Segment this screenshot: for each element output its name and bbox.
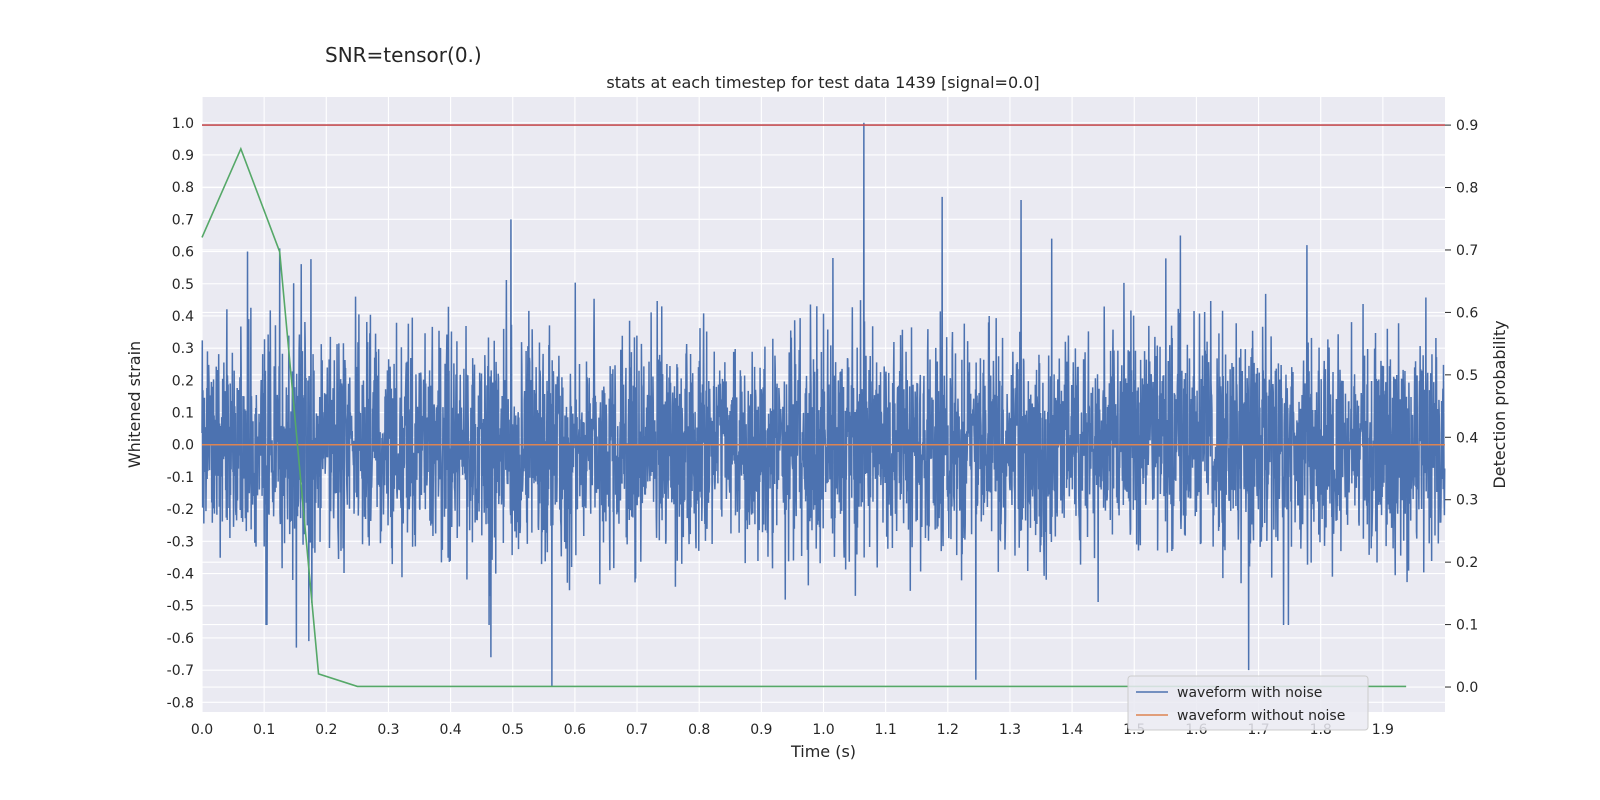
y2-tick-label: 0.5	[1456, 368, 1478, 384]
y2-axis-label: Detection probability	[1490, 320, 1509, 488]
chart-title: stats at each timestep for test data 143…	[606, 73, 1039, 92]
x-tick-label: 0.5	[502, 722, 524, 738]
y2-tick-label: 0.3	[1456, 493, 1478, 509]
x-tick-label: 1.1	[875, 722, 897, 738]
legend-entry-noise: waveform with noise	[1177, 685, 1322, 701]
y-tick-label: -0.8	[167, 695, 194, 711]
y-tick-label: -0.7	[167, 663, 194, 679]
x-tick-label: 0.1	[253, 722, 275, 738]
y-tick-label: 0.9	[172, 148, 194, 164]
x-tick-label: 1.4	[1061, 722, 1083, 738]
legend-box	[1127, 675, 1369, 731]
y-tick-label: 0.7	[172, 212, 194, 228]
x-tick-label: 0.7	[626, 722, 648, 738]
y2-tick-label: 0.8	[1456, 181, 1478, 197]
y-tick-label: 0.2	[172, 373, 194, 389]
y-tick-label: -0.4	[167, 567, 194, 583]
x-tick-label: 1.3	[999, 722, 1021, 738]
y2-tick-label: 0.1	[1456, 618, 1478, 634]
series-noisy-waveform	[201, 122, 1446, 687]
x-axis-label: Time (s)	[790, 742, 856, 761]
legend: waveform with noise waveform without noi…	[1127, 675, 1369, 731]
x-tick-label: 1.9	[1372, 722, 1394, 738]
x-tick-label: 0.0	[191, 722, 213, 738]
y2-tick-label: 0.6	[1456, 305, 1478, 321]
y2-tick-label: 0.9	[1456, 118, 1478, 134]
y-tick-label: -0.5	[167, 599, 194, 615]
y-tick-label: -0.3	[167, 534, 194, 550]
y-tick-label: -0.2	[167, 502, 194, 518]
x-tick-label: 0.2	[315, 722, 337, 738]
y-tick-label: 0.0	[172, 438, 194, 454]
x-tick-label: 0.9	[750, 722, 772, 738]
y-tick-label: 0.4	[172, 309, 194, 325]
y-tick-labels: 1.0 0.9 0.8 0.7 0.6 0.5 0.4 0.3 0.2 0.1 0.0 -0.1 -0.…	[167, 116, 194, 712]
y-tick-label: 0.6	[172, 245, 194, 261]
y2-tick-label: 0.2	[1456, 555, 1478, 571]
legend-entry-clean: waveform without noise	[1177, 708, 1345, 724]
y-tick-label: 0.3	[172, 341, 194, 357]
x-tick-label: 0.6	[564, 722, 586, 738]
y2-tick-label: 0.0	[1456, 680, 1478, 696]
x-tick-label: 0.8	[688, 722, 710, 738]
y-tick-label: 0.1	[172, 406, 194, 422]
y2-tick-label: 0.7	[1456, 243, 1478, 259]
chart-suptitle: SNR=tensor(0.)	[325, 43, 482, 67]
y-tick-label: -0.6	[167, 631, 194, 647]
y2-tick-label: 0.4	[1456, 430, 1478, 446]
y-tick-label: 1.0	[172, 116, 194, 132]
x-tick-label: 1.2	[937, 722, 959, 738]
y-tick-label: 0.8	[172, 180, 194, 196]
x-tick-label: 0.3	[377, 722, 399, 738]
x-tick-label: 0.4	[439, 722, 461, 738]
x-tick-label: 1.0	[812, 722, 834, 738]
y2-tick-labels: 0.9 0.8 0.7 0.6 0.5 0.4 0.3 0.2 0.1 0.0	[1445, 118, 1478, 696]
y-axis-label: Whitened strain	[125, 341, 144, 468]
y-tick-label: -0.1	[167, 470, 194, 486]
y-tick-label: 0.5	[172, 277, 194, 293]
